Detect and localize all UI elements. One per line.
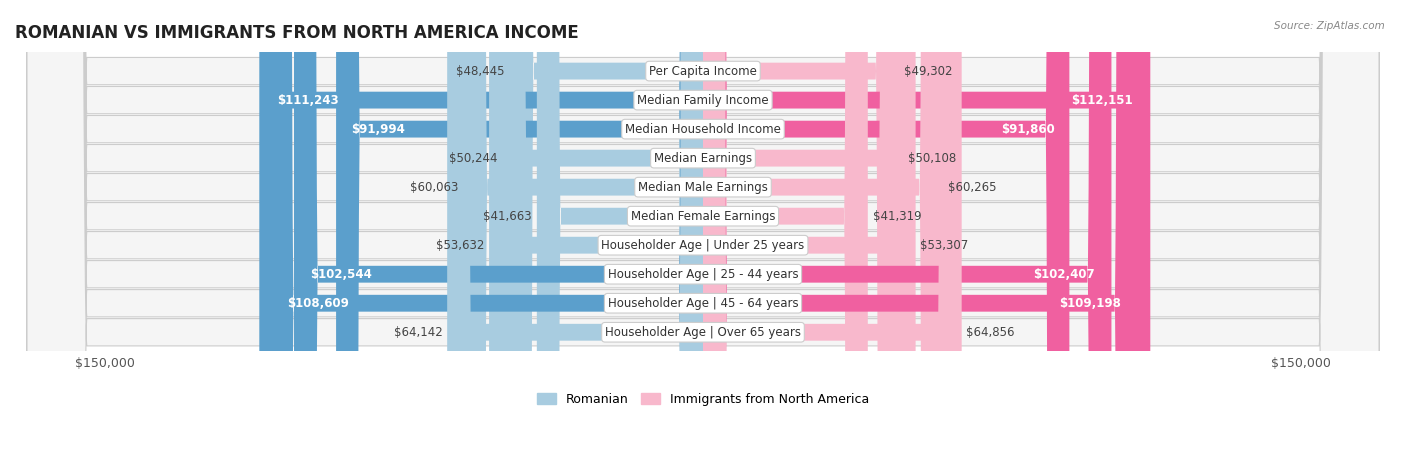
Text: $64,856: $64,856	[966, 326, 1015, 339]
Text: $111,243: $111,243	[277, 93, 339, 106]
FancyBboxPatch shape	[510, 0, 703, 467]
FancyBboxPatch shape	[703, 0, 943, 467]
Text: $41,663: $41,663	[484, 210, 531, 223]
Text: Median Male Earnings: Median Male Earnings	[638, 181, 768, 194]
FancyBboxPatch shape	[27, 0, 1379, 467]
Text: Per Capita Income: Per Capita Income	[650, 64, 756, 78]
FancyBboxPatch shape	[27, 0, 1379, 467]
FancyBboxPatch shape	[703, 0, 915, 467]
Text: $108,609: $108,609	[287, 297, 349, 310]
FancyBboxPatch shape	[537, 0, 703, 467]
Text: $91,860: $91,860	[1001, 123, 1054, 135]
Text: $48,445: $48,445	[457, 64, 505, 78]
FancyBboxPatch shape	[27, 0, 1379, 467]
FancyBboxPatch shape	[27, 0, 1379, 467]
Text: Median Household Income: Median Household Income	[626, 123, 780, 135]
FancyBboxPatch shape	[336, 0, 703, 467]
FancyBboxPatch shape	[27, 0, 1379, 467]
Text: Householder Age | 45 - 64 years: Householder Age | 45 - 64 years	[607, 297, 799, 310]
FancyBboxPatch shape	[27, 0, 1379, 467]
Legend: Romanian, Immigrants from North America: Romanian, Immigrants from North America	[531, 388, 875, 410]
FancyBboxPatch shape	[270, 0, 703, 467]
Text: $50,108: $50,108	[908, 152, 956, 165]
Text: $112,151: $112,151	[1071, 93, 1132, 106]
Text: $109,198: $109,198	[1059, 297, 1121, 310]
FancyBboxPatch shape	[703, 0, 1139, 467]
Text: $64,142: $64,142	[394, 326, 443, 339]
FancyBboxPatch shape	[703, 0, 903, 467]
Text: $102,407: $102,407	[1033, 268, 1095, 281]
FancyBboxPatch shape	[27, 0, 1379, 467]
FancyBboxPatch shape	[27, 0, 1379, 467]
Text: Source: ZipAtlas.com: Source: ZipAtlas.com	[1274, 21, 1385, 31]
Text: $53,632: $53,632	[436, 239, 484, 252]
FancyBboxPatch shape	[27, 0, 1379, 467]
Text: ROMANIAN VS IMMIGRANTS FROM NORTH AMERICA INCOME: ROMANIAN VS IMMIGRANTS FROM NORTH AMERIC…	[15, 24, 579, 42]
FancyBboxPatch shape	[703, 0, 1111, 467]
FancyBboxPatch shape	[703, 0, 962, 467]
FancyBboxPatch shape	[489, 0, 703, 467]
Text: $60,265: $60,265	[948, 181, 997, 194]
FancyBboxPatch shape	[703, 0, 868, 467]
FancyBboxPatch shape	[703, 0, 1150, 467]
Text: Householder Age | Over 65 years: Householder Age | Over 65 years	[605, 326, 801, 339]
FancyBboxPatch shape	[703, 0, 900, 467]
FancyBboxPatch shape	[259, 0, 703, 467]
Text: Householder Age | 25 - 44 years: Householder Age | 25 - 44 years	[607, 268, 799, 281]
Text: $60,063: $60,063	[411, 181, 458, 194]
Text: Median Female Earnings: Median Female Earnings	[631, 210, 775, 223]
Text: $49,302: $49,302	[904, 64, 953, 78]
FancyBboxPatch shape	[447, 0, 703, 467]
FancyBboxPatch shape	[27, 0, 1379, 467]
Text: $91,994: $91,994	[350, 123, 405, 135]
FancyBboxPatch shape	[464, 0, 703, 467]
Text: Householder Age | Under 25 years: Householder Age | Under 25 years	[602, 239, 804, 252]
Text: $41,319: $41,319	[873, 210, 921, 223]
FancyBboxPatch shape	[703, 0, 1070, 467]
FancyBboxPatch shape	[294, 0, 703, 467]
Text: Median Family Income: Median Family Income	[637, 93, 769, 106]
FancyBboxPatch shape	[502, 0, 703, 467]
Text: $102,544: $102,544	[311, 268, 373, 281]
Text: $50,244: $50,244	[450, 152, 498, 165]
Text: $53,307: $53,307	[921, 239, 969, 252]
Text: Median Earnings: Median Earnings	[654, 152, 752, 165]
